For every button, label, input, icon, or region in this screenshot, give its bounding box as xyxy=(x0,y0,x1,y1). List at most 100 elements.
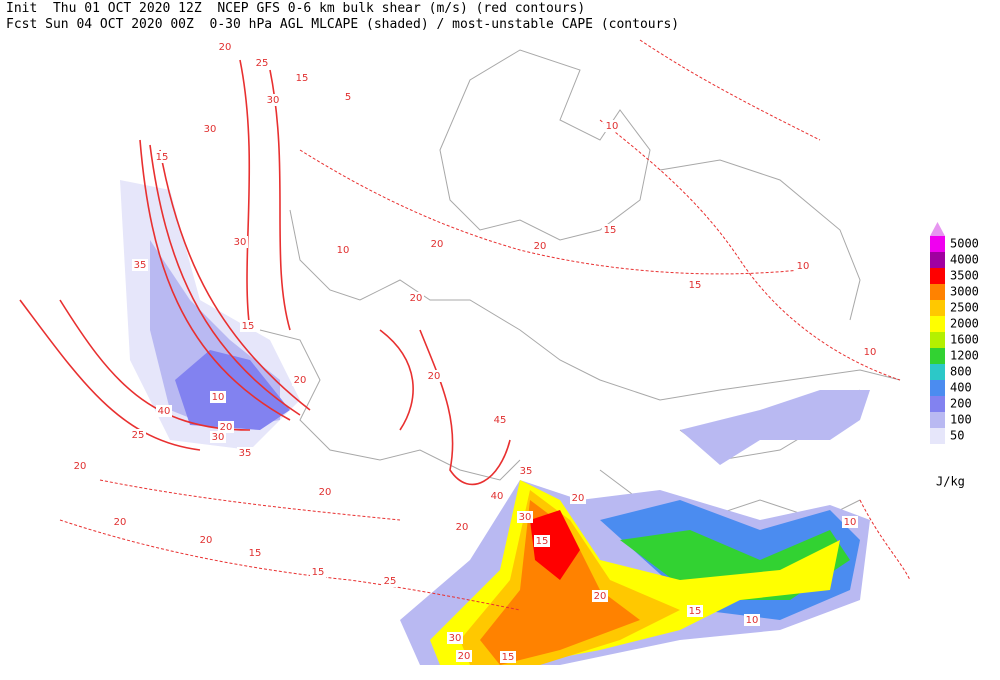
legend-level: 100 xyxy=(950,413,972,427)
label-box xyxy=(518,465,534,477)
contour-label: 30 xyxy=(519,512,532,523)
contour-labels: 20 25 15 30 5 30 15 30 35 10 15 20 20 20 15 15 10 10 10 10 4… xyxy=(72,41,878,663)
label-box xyxy=(534,535,550,547)
label-box xyxy=(687,605,703,617)
contour-label: 30 xyxy=(267,95,280,106)
legend-swatch xyxy=(930,396,945,412)
contour-label: 15 xyxy=(312,567,325,578)
contour-label: 15 xyxy=(689,280,702,291)
label-box xyxy=(517,511,533,523)
contour-label: 20 xyxy=(200,535,213,546)
legend-swatch xyxy=(930,316,945,332)
label-box xyxy=(210,391,226,403)
label-box xyxy=(382,575,398,587)
contour-label: 10 xyxy=(212,392,225,403)
contour-label: 25 xyxy=(384,576,397,587)
legend-level: 2000 xyxy=(950,317,979,331)
contour-label: 15 xyxy=(156,152,169,163)
label-box xyxy=(492,414,508,426)
label-box xyxy=(795,260,811,272)
contour-label: 20 xyxy=(456,522,469,533)
legend-level: 800 xyxy=(950,365,972,379)
legend-arrow xyxy=(930,222,945,236)
contour-label: 35 xyxy=(134,260,147,271)
contour-label: 10 xyxy=(606,121,619,132)
label-box xyxy=(429,238,445,250)
contour-label: 45 xyxy=(494,415,507,426)
contour-label: 10 xyxy=(844,517,857,528)
label-box xyxy=(210,431,226,443)
contour-label: 20 xyxy=(74,461,87,472)
contour-label: 40 xyxy=(491,491,504,502)
legend-swatch xyxy=(930,412,945,428)
contour-label: 35 xyxy=(239,448,252,459)
contour-label: 20 xyxy=(534,241,547,252)
contour-label: 25 xyxy=(132,430,145,441)
contour-label: 20 xyxy=(458,651,471,662)
contour-label: 20 xyxy=(594,591,607,602)
label-box xyxy=(454,521,470,533)
legend: J/kg 50 100 200 400 800 1200 1600 2000 2500 3000 3… xyxy=(930,222,979,489)
legend-swatch xyxy=(930,428,945,444)
contour-label: 15 xyxy=(502,652,515,663)
contour-label: 20 xyxy=(294,375,307,386)
legend-swatch xyxy=(930,332,945,348)
label-box xyxy=(602,224,618,236)
contour-label: 5 xyxy=(345,92,351,103)
legend-level: 1600 xyxy=(950,333,979,347)
label-box xyxy=(500,651,516,663)
label-box xyxy=(604,120,620,132)
label-box xyxy=(426,370,442,382)
label-box xyxy=(254,57,270,69)
contour-label: 15 xyxy=(689,606,702,617)
legend-level: 3000 xyxy=(950,285,979,299)
contour-label: 20 xyxy=(431,239,444,250)
contour-label: 15 xyxy=(242,321,255,332)
contour-label: 10 xyxy=(797,261,810,272)
contour-label: 20 xyxy=(114,517,127,528)
legend-level: 200 xyxy=(950,397,972,411)
legend-unit: J/kg xyxy=(936,475,965,489)
contour-label: 20 xyxy=(220,422,233,433)
contour-label: 20 xyxy=(319,487,332,498)
contour-label: 20 xyxy=(410,293,423,304)
label-box xyxy=(335,244,351,256)
legend-level: 1200 xyxy=(950,349,979,363)
legend-swatch xyxy=(930,364,945,380)
label-box xyxy=(862,346,878,358)
label-box xyxy=(202,123,218,135)
label-box xyxy=(132,259,148,271)
coastlines xyxy=(259,49,901,521)
label-box xyxy=(198,534,214,546)
header-line: Fcst Sun 04 OCT 2020 00Z 0-30 hPa AGL ML… xyxy=(6,17,679,32)
label-box xyxy=(294,72,310,84)
label-box xyxy=(112,516,128,528)
label-box xyxy=(532,240,548,252)
label-box xyxy=(292,374,308,386)
contour-label: 30 xyxy=(204,124,217,135)
legend-swatch xyxy=(930,380,945,396)
legend-swatch xyxy=(930,268,945,284)
header-line: Init Thu 01 OCT 2020 12Z NCEP GFS 0-6 km… xyxy=(6,1,585,16)
label-box xyxy=(310,566,326,578)
contour-label: 30 xyxy=(234,237,247,248)
contour-label: 10 xyxy=(864,347,877,358)
label-box xyxy=(247,547,263,559)
legend-level: 4000 xyxy=(950,253,979,267)
legend-swatch xyxy=(930,348,945,364)
label-box xyxy=(217,41,233,53)
contour-label: 15 xyxy=(249,548,262,559)
contour-label: 30 xyxy=(212,432,225,443)
contour-label: 25 xyxy=(256,58,269,69)
label-box xyxy=(842,516,858,528)
legend-swatch xyxy=(930,236,945,252)
contour-label: 20 xyxy=(219,42,232,53)
label-box xyxy=(265,94,281,106)
legend-level: 3500 xyxy=(950,269,979,283)
label-box xyxy=(340,91,356,103)
legend-swatch xyxy=(930,252,945,268)
label-box xyxy=(156,405,172,417)
contour-label: 20 xyxy=(428,371,441,382)
label-box xyxy=(687,279,703,291)
